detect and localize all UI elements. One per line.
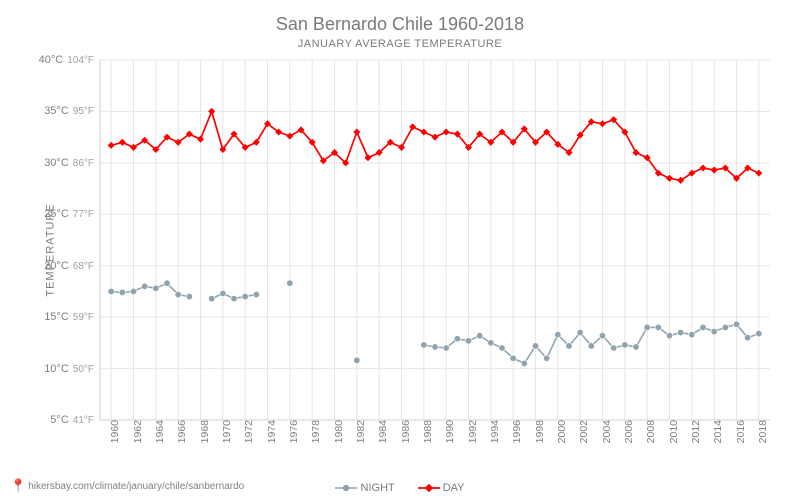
- legend-day-label: DAY: [443, 482, 465, 494]
- x-tick-label: 2012: [688, 420, 702, 443]
- x-tick-label: 1986: [398, 420, 412, 443]
- x-tick-label: 1994: [487, 420, 501, 443]
- x-tick-label: 2016: [733, 420, 747, 443]
- x-tick-label: 2002: [576, 420, 590, 443]
- x-tick-label: 1968: [197, 420, 211, 443]
- x-tick-label: 1996: [509, 420, 523, 443]
- x-tick-label: 1962: [130, 420, 144, 443]
- chart-subtitle: JANUARY AVERAGE TEMPERATURE: [0, 38, 800, 50]
- temperature-chart: San Bernardo Chile 1960-2018 JANUARY AVE…: [0, 0, 800, 500]
- y-tick-label: 5°C41°F: [50, 414, 100, 426]
- x-tick-label: 2000: [554, 420, 568, 443]
- x-tick-label: 1960: [107, 420, 121, 443]
- source-footer: 📍 hikersbay.com/climate/january/chile/sa…: [10, 478, 244, 494]
- x-tick-label: 1990: [442, 420, 456, 443]
- location-pin-icon: 📍: [10, 478, 26, 494]
- x-tick-label: 1966: [174, 420, 188, 443]
- legend-day: DAY: [418, 482, 465, 494]
- x-tick-label: 2018: [755, 420, 769, 443]
- x-tick-label: 2014: [710, 420, 724, 443]
- chart-title: San Bernardo Chile 1960-2018: [0, 14, 800, 35]
- legend-day-marker: [418, 483, 440, 493]
- x-tick-label: 2008: [643, 420, 657, 443]
- x-tick-label: 1964: [152, 420, 166, 443]
- y-tick-label: 30°C86°F: [44, 157, 100, 169]
- x-tick-label: 1972: [241, 420, 255, 443]
- x-tick-label: 1976: [286, 420, 300, 443]
- x-tick-label: 1978: [308, 420, 322, 443]
- x-tick-label: 2010: [666, 420, 680, 443]
- x-tick-label: 1980: [331, 420, 345, 443]
- x-tick-label: 1970: [219, 420, 233, 443]
- plot-svg: [100, 60, 770, 420]
- x-tick-label: 1984: [375, 420, 389, 443]
- x-tick-label: 1988: [420, 420, 434, 443]
- x-tick-label: 2004: [599, 420, 613, 443]
- y-tick-label: 35°C95°F: [44, 105, 100, 117]
- x-tick-label: 1998: [532, 420, 546, 443]
- y-tick-label: 10°C50°F: [44, 363, 100, 375]
- x-tick-label: 1992: [465, 420, 479, 443]
- x-tick-label: 1982: [353, 420, 367, 443]
- legend-night: NIGHT: [335, 482, 397, 494]
- plot-area: 5°C41°F10°C50°F15°C59°F20°C68°F25°C77°F3…: [100, 60, 770, 420]
- y-tick-label: 40°C104°F: [39, 54, 100, 66]
- x-tick-label: 1974: [264, 420, 278, 443]
- source-url-text: hikersbay.com/climate/january/chile/sanb…: [28, 481, 244, 492]
- x-tick-label: 2006: [621, 420, 635, 443]
- y-tick-label: 20°C68°F: [44, 260, 100, 272]
- y-tick-label: 15°C59°F: [44, 311, 100, 323]
- legend-night-label: NIGHT: [361, 482, 395, 494]
- y-tick-label: 25°C77°F: [44, 208, 100, 220]
- legend-night-marker: [335, 483, 357, 493]
